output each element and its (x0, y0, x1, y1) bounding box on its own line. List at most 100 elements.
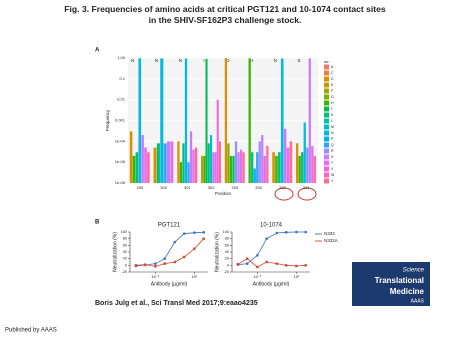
bar (207, 143, 210, 183)
data-point (245, 257, 249, 260)
bar (160, 58, 164, 183)
bar-annotation: H (250, 58, 253, 63)
x-tick-label: 300 (160, 185, 167, 190)
series-line (237, 258, 306, 268)
legend-label: N332A (324, 238, 338, 243)
legend-label: Y (331, 179, 334, 183)
y-tick-label: 60 (225, 243, 229, 247)
y-tick-label: 0 (125, 263, 127, 267)
bar (194, 147, 198, 183)
data-point (193, 231, 196, 234)
bar (132, 155, 136, 183)
series-line (135, 238, 204, 267)
bar (311, 145, 314, 183)
bar (258, 141, 261, 183)
bar (179, 162, 183, 183)
legend-swatch (324, 124, 329, 130)
x-tick-label: 330 (255, 185, 262, 190)
x-axis-label: Antibody (µg/ml) (151, 281, 188, 287)
legend-title: aa (324, 59, 329, 64)
journal-logo (352, 262, 430, 306)
y-tick-label: 80 (225, 237, 229, 241)
data-point (163, 257, 166, 260)
y-tick-label: 0 (227, 263, 229, 267)
legend-swatch (324, 154, 329, 160)
y-tick-label: -20 (224, 270, 230, 274)
bar (242, 152, 245, 183)
legend-label: I (331, 107, 332, 111)
legend-label: W (331, 173, 335, 177)
y-tick-label: 1e-06 (115, 180, 126, 185)
legend-label: M (331, 125, 334, 129)
bar (301, 152, 304, 183)
data-point (295, 230, 298, 234)
y-tick-label: 80 (123, 237, 127, 241)
x-tick-label: 325 (232, 185, 239, 190)
bar (272, 152, 275, 183)
data-point (284, 264, 288, 267)
bar (227, 143, 230, 183)
bar-annotation: N (274, 58, 277, 63)
legend-label: G (331, 95, 334, 99)
legend-swatch (324, 166, 329, 172)
data-point (245, 262, 249, 265)
bar (253, 168, 256, 183)
bar (212, 152, 215, 183)
bar (205, 58, 208, 184)
data-point (202, 237, 205, 240)
legend-swatch (324, 112, 329, 118)
x-axis-label: Position (215, 191, 232, 196)
bar (177, 141, 180, 183)
bar (210, 135, 213, 183)
data-point (182, 232, 186, 235)
legend-label: N (331, 131, 334, 135)
y-tick-label: 40 (123, 250, 127, 254)
bar (280, 58, 284, 183)
bar (216, 99, 219, 183)
data-point (173, 240, 177, 244)
y-tick-label: 100 (121, 230, 127, 234)
figure-title: Fig. 3. Frequencies of amino acids at cr… (64, 4, 386, 25)
x-tick-label: 10¹ (191, 274, 197, 279)
bar (289, 141, 293, 183)
legend-swatch (324, 106, 329, 112)
y-axis-label: Neutralization (%) (214, 232, 220, 272)
bar (266, 145, 269, 183)
data-point (265, 237, 268, 240)
legend-label: P (331, 137, 334, 141)
legend-swatch (324, 94, 329, 100)
x-tick-label: 10⁻¹ (151, 274, 160, 279)
data-point (284, 231, 288, 234)
y-tick-label: 60 (123, 243, 127, 247)
legend-label: A (331, 65, 334, 69)
bar (170, 141, 174, 183)
data-point (275, 262, 279, 265)
data-point (256, 254, 259, 257)
bar (239, 149, 243, 183)
x-tick-label: 10⁻¹ (253, 274, 262, 279)
data-point (295, 264, 298, 268)
data-point (154, 262, 157, 265)
legend-label: L (331, 119, 333, 123)
bar (229, 155, 233, 183)
y-tick-label: -20 (122, 270, 128, 274)
y-axis-label: Neutralization (%) (112, 232, 118, 272)
data-point (236, 263, 240, 266)
bar-annotation: N (155, 58, 158, 63)
bar (232, 155, 235, 183)
legend-swatch (324, 100, 329, 106)
logo-text: Medicine (390, 287, 425, 296)
bar (303, 122, 306, 183)
data-point (154, 265, 157, 268)
data-point (202, 231, 205, 234)
y-tick-label: 40 (225, 250, 229, 254)
legend-label: N332 (324, 231, 335, 236)
footer: Published by AAAS (5, 328, 57, 334)
legend-label: E (331, 83, 334, 87)
bar (153, 147, 157, 183)
legend-swatch (324, 88, 329, 94)
bar (156, 143, 160, 183)
data-point (163, 262, 166, 265)
y-tick-label: 0.1 (119, 76, 125, 81)
legend-swatch (324, 70, 329, 76)
